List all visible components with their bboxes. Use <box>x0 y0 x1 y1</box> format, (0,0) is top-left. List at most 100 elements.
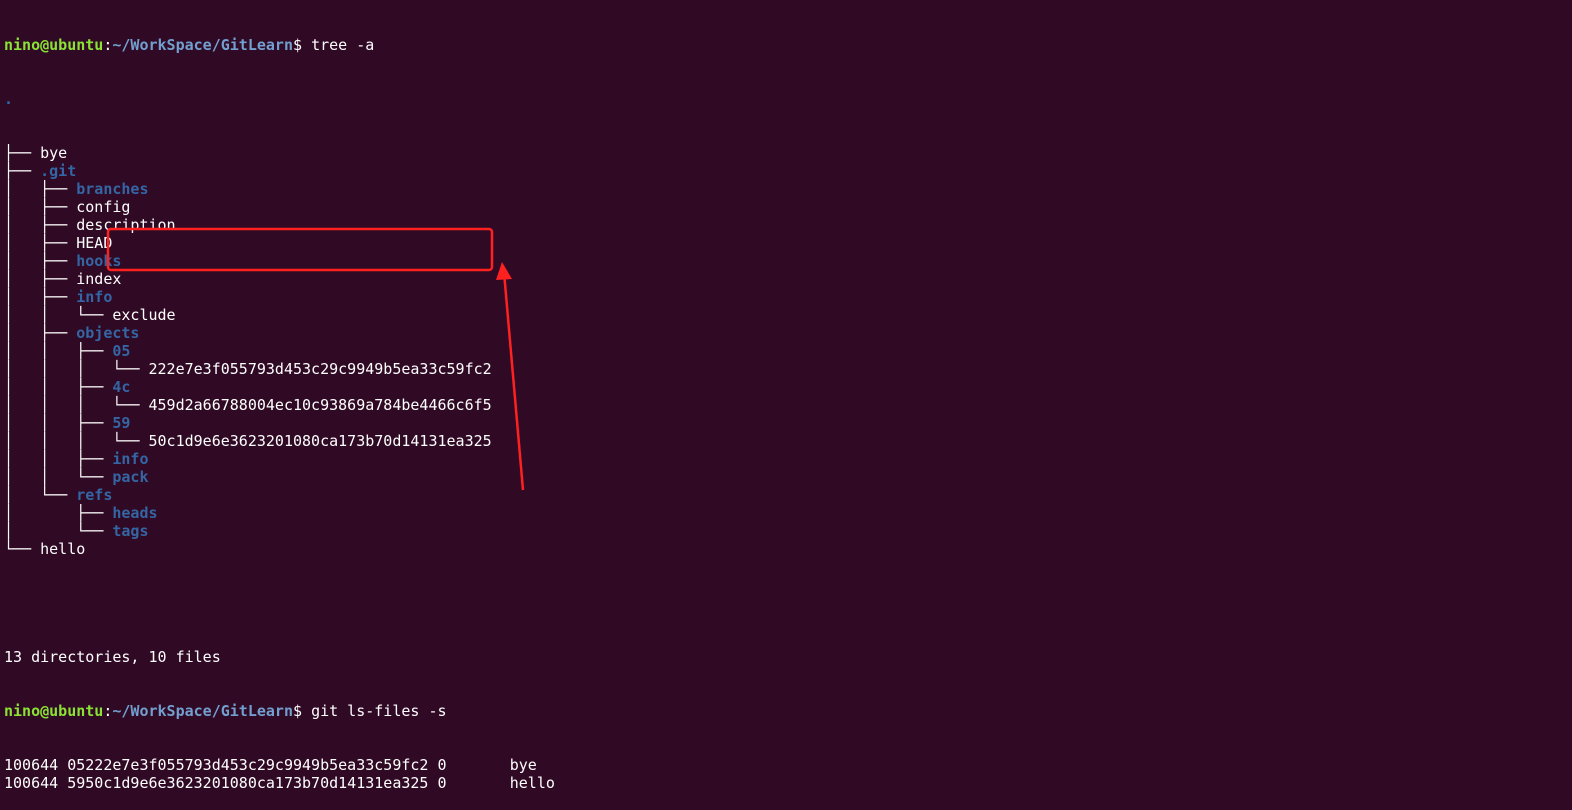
ls-file-stage: 0 <box>437 756 447 774</box>
tree-branch: │ ├── <box>4 252 77 270</box>
tree-dir-name: 4c <box>112 378 131 396</box>
tree-branch: │ │ ├── <box>4 378 113 396</box>
tree-branch: └── <box>4 540 41 558</box>
tree-branch: │ │ │ └── <box>4 432 149 450</box>
tree-entry: │ │ │ └── 222e7e3f055793d453c29c9949b5ea… <box>4 360 555 378</box>
tree-file-name: bye <box>40 144 68 162</box>
blank-line <box>4 594 555 612</box>
tree-file-name: hello <box>40 540 86 558</box>
tree-dir-name: pack <box>112 468 149 486</box>
tree-branch: │ ├── <box>4 198 77 216</box>
tree-branch: │ │ ├── <box>4 450 113 468</box>
tree-entry: │ ├── objects <box>4 324 555 342</box>
tree-branch: │ ├── <box>4 288 77 306</box>
tree-entry: ├── .git <box>4 162 555 180</box>
tree-entry: │ │ └── exclude <box>4 306 555 324</box>
tree-dir-name: info <box>76 288 113 306</box>
tree-file-name: 222e7e3f055793d453c29c9949b5ea33c59fc2 <box>148 360 492 378</box>
tree-entry: │ │ ├── info <box>4 450 555 468</box>
tree-branch: │ ├── <box>4 270 77 288</box>
tree-branch: │ │ │ └── <box>4 360 149 378</box>
command-text: git ls-files -s <box>311 702 447 720</box>
tree-branch: │ │ └── <box>4 306 113 324</box>
tree-dir-name: heads <box>112 504 158 522</box>
tree-entry: │ ├── HEAD <box>4 234 555 252</box>
tree-file-name: index <box>76 270 122 288</box>
tree-branch: ├── <box>4 162 41 180</box>
tree-dir-name: objects <box>76 324 140 342</box>
tree-file-name: HEAD <box>76 234 113 252</box>
tree-root-line: . <box>4 90 555 108</box>
prompt-line-1: nino@ubuntu:~/WorkSpace/GitLearn$ tree -… <box>4 36 555 54</box>
tree-branch: │ │ ├── <box>4 414 113 432</box>
tree-branch: │ ├── <box>4 180 77 198</box>
ls-file-hash: 05222e7e3f055793d453c29c9949b5ea33c59fc2 <box>67 756 429 774</box>
tree-branch: │ ├── <box>4 234 77 252</box>
tree-entry: │ ├── config <box>4 198 555 216</box>
tree-entry: │ │ ├── 59 <box>4 414 555 432</box>
tree-dir-name: .git <box>40 162 77 180</box>
tree-entry: │ ├── branches <box>4 180 555 198</box>
tree-file-name: config <box>76 198 131 216</box>
tree-entry: │ ├── description <box>4 216 555 234</box>
ls-file-mode: 100644 <box>4 774 59 792</box>
tree-dir-name: hooks <box>76 252 122 270</box>
prompt-user-host: nino@ubuntu <box>4 702 104 720</box>
ls-file-mode: 100644 <box>4 756 59 774</box>
tree-branch: │ ├── <box>4 324 77 342</box>
tree-branch: │ └── <box>4 486 77 504</box>
prompt-separator: : <box>103 702 113 720</box>
ls-file-tab <box>447 774 510 792</box>
ls-files-row: 100644 5950c1d9e6e3623201080ca173b70d141… <box>4 774 555 792</box>
tree-entry: │ └── refs <box>4 486 555 504</box>
ls-file-tab <box>447 756 510 774</box>
tree-file-name: 459d2a66788004ec10c93869a784be4466c6f5 <box>148 396 492 414</box>
prompt-dollar: $ <box>293 702 312 720</box>
prompt-separator: : <box>103 36 113 54</box>
tree-dir-name: tags <box>112 522 149 540</box>
tree-entry: │ │ └── pack <box>4 468 555 486</box>
ls-files-row: 100644 05222e7e3f055793d453c29c9949b5ea3… <box>4 756 555 774</box>
tree-dir-name: info <box>112 450 149 468</box>
ls-file-hash: 5950c1d9e6e3623201080ca173b70d14131ea325 <box>67 774 429 792</box>
tree-file-name: 50c1d9e6e3623201080ca173b70d14131ea325 <box>148 432 492 450</box>
tree-entry: │ ├── hooks <box>4 252 555 270</box>
prompt-path: ~/WorkSpace/GitLearn <box>112 702 293 720</box>
tree-branch: │ │ └── <box>4 468 113 486</box>
prompt-user-host: nino@ubuntu <box>4 36 104 54</box>
ls-files-output: 100644 05222e7e3f055793d453c29c9949b5ea3… <box>4 756 555 792</box>
tree-entry: │ ├── info <box>4 288 555 306</box>
tree-entry: │ ├── index <box>4 270 555 288</box>
tree-dir-name: branches <box>76 180 149 198</box>
ls-file-name: bye <box>509 756 537 774</box>
terminal-output[interactable]: nino@ubuntu:~/WorkSpace/GitLearn$ tree -… <box>4 0 555 810</box>
tree-branch: │ │ ├── <box>4 342 113 360</box>
tree-dir-name: refs <box>76 486 113 504</box>
tree-entry: │ └── tags <box>4 522 555 540</box>
tree-root: . <box>4 90 14 108</box>
tree-entry: │ │ ├── 4c <box>4 378 555 396</box>
prompt-dollar: $ <box>293 36 312 54</box>
tree-dir-name: 05 <box>112 342 131 360</box>
tree-entry: │ ├── heads <box>4 504 555 522</box>
prompt-line-2: nino@ubuntu:~/WorkSpace/GitLearn$ git ls… <box>4 702 555 720</box>
tree-summary: 13 directories, 10 files <box>4 648 221 666</box>
tree-entry: │ │ │ └── 459d2a66788004ec10c93869a784be… <box>4 396 555 414</box>
tree-entry: ├── bye <box>4 144 555 162</box>
tree-file-name: exclude <box>112 306 176 324</box>
prompt-path: ~/WorkSpace/GitLearn <box>112 36 293 54</box>
tree-branch: ├── <box>4 144 41 162</box>
tree-branch: │ └── <box>4 522 113 540</box>
ls-file-name: hello <box>509 774 555 792</box>
tree-file-name: description <box>76 216 176 234</box>
tree-dir-name: 59 <box>112 414 131 432</box>
tree-branch: │ │ │ └── <box>4 396 149 414</box>
ls-file-stage: 0 <box>437 774 447 792</box>
command-text: tree -a <box>311 36 375 54</box>
tree-entry: └── hello <box>4 540 555 558</box>
tree-listing: ├── bye ├── .git │ ├── branches │ ├── confi… <box>4 144 555 558</box>
tree-branch: │ ├── <box>4 216 77 234</box>
tree-entry: │ │ ├── 05 <box>4 342 555 360</box>
tree-branch: │ ├── <box>4 504 113 522</box>
tree-entry: │ │ │ └── 50c1d9e6e3623201080ca173b70d14… <box>4 432 555 450</box>
